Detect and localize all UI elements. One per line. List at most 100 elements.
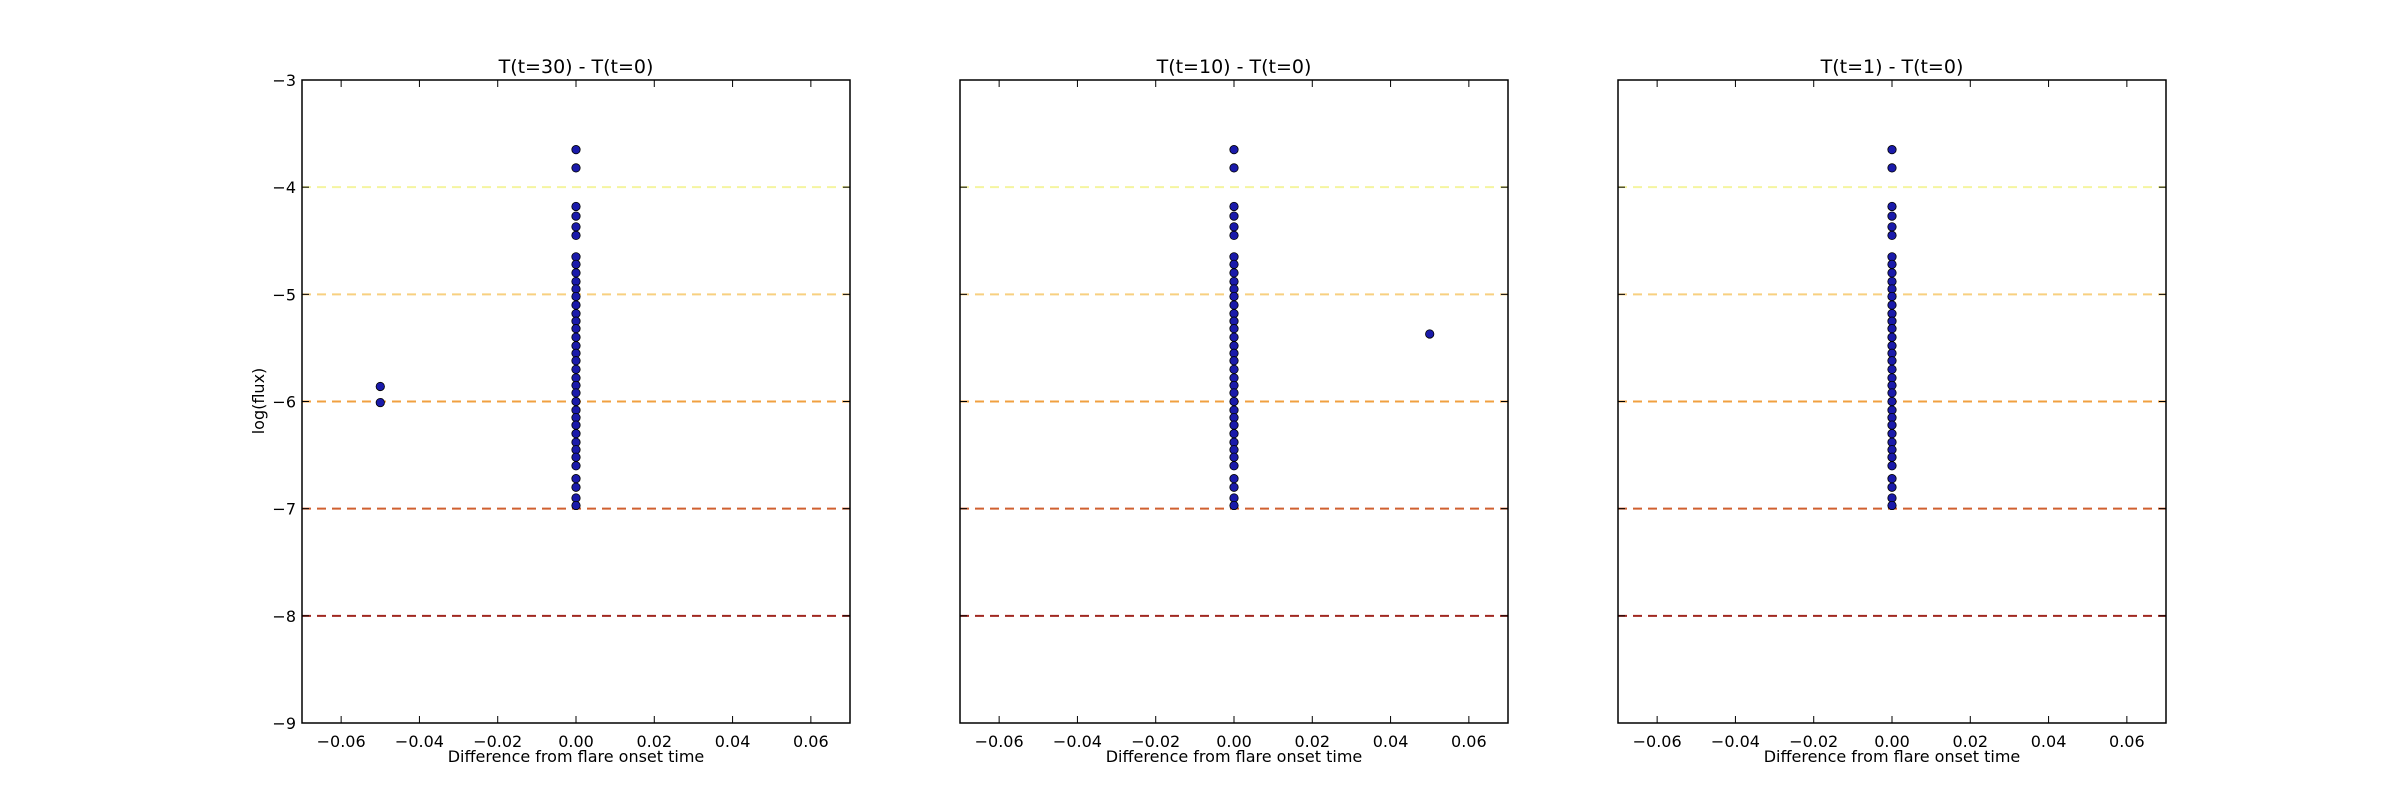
scatter-point (1887, 230, 1897, 240)
scatter-point (1887, 163, 1897, 173)
scatter-point (1229, 482, 1239, 492)
scatter-point (1887, 388, 1897, 398)
scatter-point (571, 461, 581, 471)
scatter-point (571, 429, 581, 439)
scatter-point (571, 163, 581, 173)
x-tick-label: 0.06 (793, 732, 829, 751)
scatter-point (571, 474, 581, 484)
scatter-point (375, 397, 385, 408)
scatter-point (571, 452, 581, 462)
subplot-title: T(t=10) - T(t=0) (1156, 56, 1312, 78)
scatter-point (571, 259, 581, 269)
scatter-point (1887, 420, 1897, 430)
x-tick-label: 0.06 (2109, 732, 2145, 751)
subplot-t1: −0.06 −0.04 −0.02 0.00 0.02 0.04 0.06 T(t=1) -… (1617, 56, 2167, 766)
scatter-point (1229, 396, 1239, 407)
scatter-point (571, 364, 581, 374)
scatter-point (1229, 291, 1239, 302)
scatter-point (1229, 259, 1239, 269)
scatter-point (1425, 329, 1435, 339)
scatter-point (1887, 364, 1897, 374)
x-tick-label: −0.04 (395, 732, 444, 751)
scatter-point (571, 268, 581, 278)
x-tick-label: 0.04 (715, 732, 751, 751)
x-tick-label: 0.00 (1216, 732, 1252, 751)
subplot-t10: −0.06 −0.04 −0.02 0.00 0.02 0.04 0.06 T(t=10) … (959, 56, 1509, 766)
scatter-point (1229, 211, 1239, 221)
scatter-point (1229, 500, 1239, 511)
scatter-point (1887, 324, 1897, 334)
scatter-points (375, 145, 581, 511)
scatter-point (571, 300, 581, 310)
scatter-point (571, 291, 581, 302)
scatter-point (571, 388, 581, 398)
scatter-point (571, 356, 581, 366)
y-tick-label: −8 (272, 607, 296, 626)
x-tick-label: 0.00 (558, 732, 594, 751)
x-axis-ticks: −0.06 −0.04 −0.02 0.00 0.02 0.04 0.06 (317, 80, 829, 751)
x-axis-ticks: −0.06 −0.04 −0.02 0.00 0.02 0.04 0.06 (1633, 80, 2145, 751)
scatter-point (571, 230, 581, 240)
scatter-point (1887, 222, 1897, 232)
scatter-point (571, 324, 581, 334)
scatter-point (1229, 388, 1239, 398)
scatter-point (1887, 429, 1897, 439)
x-tick-label: 0.02 (1952, 732, 1988, 751)
scatter-point (1229, 474, 1239, 484)
scatter-point (1229, 364, 1239, 374)
y-tick-label: −7 (272, 500, 296, 519)
x-tick-label: −0.02 (1789, 732, 1838, 751)
scatter-point (1887, 452, 1897, 462)
y-tick-label: −5 (272, 285, 296, 304)
y-tick-label: −3 (272, 71, 296, 90)
x-tick-label: 0.02 (636, 732, 672, 751)
scatter-points (1887, 145, 1897, 511)
x-axis-label: Difference from flare onset time (1106, 747, 1363, 766)
scatter-point (1887, 211, 1897, 221)
x-tick-label: −0.02 (1131, 732, 1180, 751)
scatter-point (1229, 163, 1239, 173)
scatter-point (1229, 230, 1239, 240)
scatter-point (1887, 500, 1897, 511)
x-tick-label: 0.06 (1451, 732, 1487, 751)
x-tick-label: −0.06 (975, 732, 1024, 751)
x-tick-label: −0.04 (1053, 732, 1102, 751)
y-axis-ticks (1618, 79, 2166, 724)
y-tick-label: −9 (272, 714, 296, 733)
scatter-point (1229, 145, 1239, 155)
scatter-point (1229, 268, 1239, 278)
x-tick-label: 0.04 (1373, 732, 1409, 751)
scatter-point (1887, 356, 1897, 366)
scatter-point (1229, 324, 1239, 334)
y-axis-ticks: −3 −4 −5 −6 −7 −8 −9 (272, 71, 850, 733)
scatter-point (571, 211, 581, 221)
subplot-title: T(t=30) - T(t=0) (498, 56, 654, 78)
scatter-point (1229, 300, 1239, 310)
scatter-point (571, 332, 581, 342)
scatter-point (571, 145, 581, 155)
scatter-point (1887, 201, 1897, 212)
scatter-point (571, 201, 581, 212)
scatter-point (1887, 396, 1897, 407)
scatter-point (1887, 300, 1897, 310)
x-tick-label: 0.04 (2031, 732, 2067, 751)
subplot-title: T(t=1) - T(t=0) (1820, 56, 1964, 78)
scatter-points (1229, 145, 1435, 511)
x-tick-label: 0.00 (1874, 732, 1910, 751)
scatter-point (1229, 429, 1239, 439)
x-tick-label: −0.02 (473, 732, 522, 751)
x-tick-label: −0.04 (1711, 732, 1760, 751)
scatter-point (1887, 482, 1897, 492)
scatter-point (1887, 474, 1897, 484)
scatter-point (571, 420, 581, 430)
scatter-point (571, 482, 581, 492)
x-tick-label: 0.02 (1294, 732, 1330, 751)
y-axis-label: log(flux) (249, 368, 268, 435)
scatter-point (571, 500, 581, 511)
scatter-point (1229, 222, 1239, 232)
x-tick-label: −0.06 (1633, 732, 1682, 751)
scatter-point (375, 381, 385, 392)
scatter-point (1229, 201, 1239, 212)
y-tick-label: −4 (272, 178, 296, 197)
